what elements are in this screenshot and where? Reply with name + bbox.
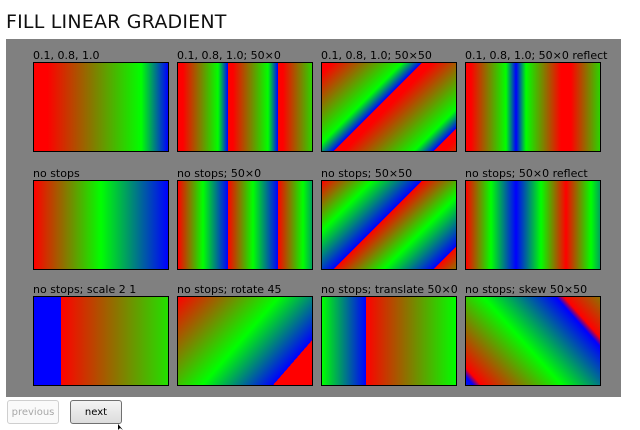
- tile-label: 0.1, 0.8, 1.0; 50×0: [177, 49, 281, 62]
- tile-label: no stops; 50×50: [321, 167, 413, 180]
- tile-label: 0.1, 0.8, 1.0; 50×0 reflect: [465, 49, 608, 62]
- tile-label: no stops; translate 50×0: [321, 283, 458, 296]
- gradient-swatch: [33, 62, 169, 152]
- gradient-swatch: [177, 62, 313, 152]
- gradient-swatch: [321, 62, 457, 152]
- gradient-gallery-panel: 0.1, 0.8, 1.0 0.1, 0.8, 1.0; 50×0: [6, 39, 621, 397]
- gradient-swatch: [321, 296, 457, 386]
- gradient-swatch: [465, 180, 601, 270]
- mouse-cursor-icon: [118, 424, 123, 430]
- gradient-swatch: [465, 296, 601, 386]
- gradient-swatch: [177, 180, 313, 270]
- page-title: FILL LINEAR GRADIENT: [6, 11, 227, 33]
- tile-label: 0.1, 0.8, 1.0; 50×50: [321, 49, 432, 62]
- gradient-swatch: [33, 296, 169, 386]
- gradient-swatch: [33, 180, 169, 270]
- gradient-swatch: [177, 296, 313, 386]
- gradient-swatch: [465, 62, 601, 152]
- tile-label: no stops; rotate 45: [177, 283, 282, 296]
- tile-label: no stops; 50×0: [177, 167, 262, 180]
- tile-label: no stops; 50×0 reflect: [465, 167, 588, 180]
- tile-label: no stops; skew 50×50: [465, 283, 588, 296]
- tile-label: no stops; scale 2 1: [33, 283, 137, 296]
- gradient-swatch: [321, 180, 457, 270]
- tile-label: no stops: [33, 167, 80, 180]
- next-button[interactable]: next: [70, 400, 122, 424]
- tile-label: 0.1, 0.8, 1.0: [33, 49, 100, 62]
- previous-button[interactable]: previous: [7, 400, 59, 424]
